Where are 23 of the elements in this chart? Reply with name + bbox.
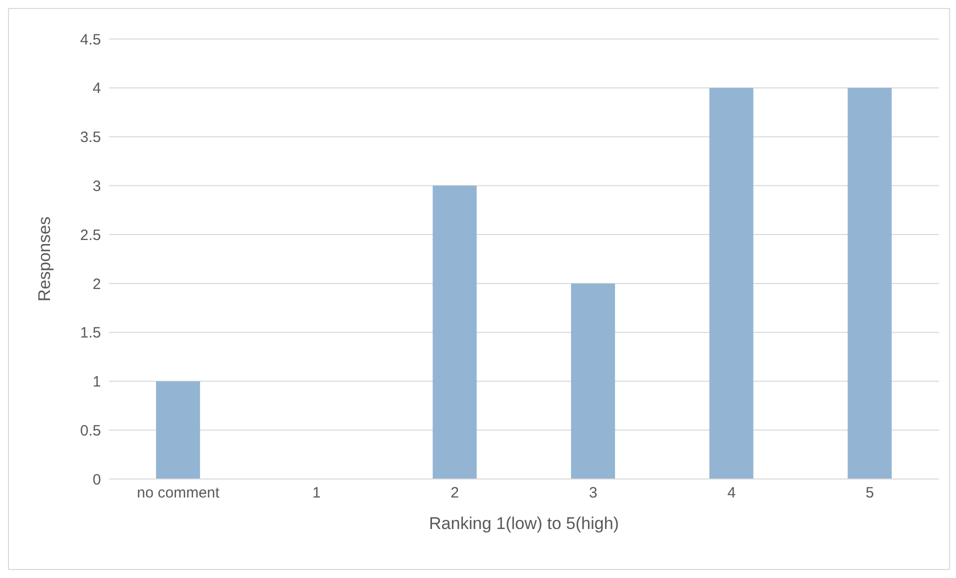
bar: [709, 88, 754, 479]
y-tick-label: 4: [92, 80, 101, 98]
y-tick-label: 0.5: [80, 422, 101, 440]
x-tick-label: 1: [312, 484, 321, 502]
y-axis-title: Responses: [35, 216, 54, 302]
y-tick-label: 3: [92, 178, 101, 195]
x-tick-label: 3: [588, 484, 598, 502]
bar: [571, 283, 616, 479]
x-tick-label: no comment: [136, 484, 220, 502]
y-tick-label: 0: [92, 471, 101, 488]
x-tick-label: 2: [450, 484, 460, 502]
x-tick-label: 4: [727, 484, 736, 502]
x-axis-title: Ranking 1(low) to 5(high): [429, 514, 619, 533]
y-tick-label: 2: [92, 276, 101, 293]
y-tick-label: 1: [92, 374, 101, 391]
y-tick-label: 3.5: [80, 129, 101, 146]
y-tick-label: 1.5: [80, 324, 101, 342]
y-tick-label: 4.5: [80, 31, 101, 48]
y-tick-label: 2.5: [80, 226, 101, 244]
bar: [156, 381, 200, 479]
bar: [848, 88, 892, 479]
x-tick-label: 5: [866, 484, 874, 502]
bar: [432, 186, 477, 479]
